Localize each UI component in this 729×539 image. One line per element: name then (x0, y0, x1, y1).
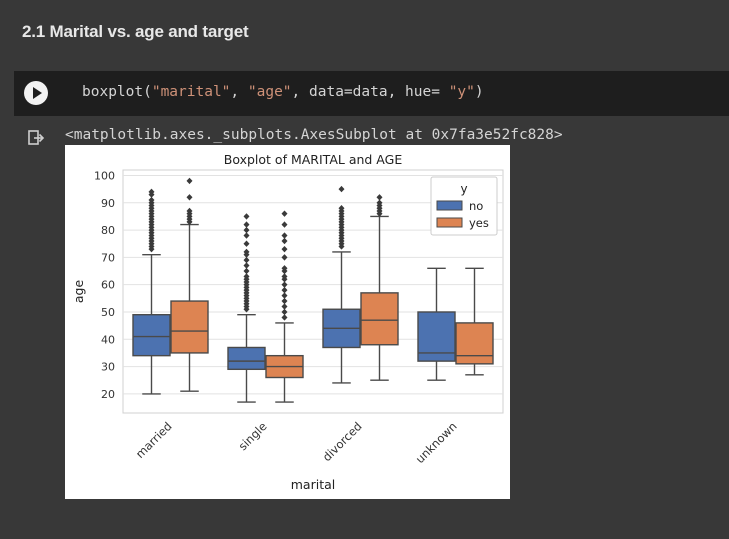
outlier-point (281, 281, 288, 288)
y-axis-label: age (71, 280, 86, 304)
outlier-point (281, 273, 288, 280)
box-no-unknown (417, 311, 456, 362)
outlier-point (281, 210, 288, 217)
y-tick-label: 50 (101, 306, 115, 319)
outlier-point (281, 221, 288, 228)
outlier-point (243, 273, 250, 280)
outlier-point (243, 226, 250, 234)
x-axis-label: marital (291, 477, 335, 492)
outlier-point (243, 232, 250, 239)
box-yes-unknown (455, 322, 494, 365)
code-line[interactable]: boxplot("marital", "age", data=data, hue… (82, 84, 484, 100)
code-cell[interactable]: boxplot("marital", "age", data=data, hue… (14, 71, 729, 116)
outlier-point (186, 177, 193, 185)
code-arg-age: "age" (247, 84, 292, 100)
legend-label-yes: yes (469, 216, 489, 230)
outlier-point (243, 248, 250, 256)
x-tick-label-married: married (133, 419, 175, 461)
run-cell-button[interactable] (24, 81, 48, 105)
legend-swatch-no (436, 200, 463, 211)
y-tick-label: 70 (101, 251, 115, 264)
x-tick-label-divorced: divorced (320, 419, 365, 464)
outlier-point (281, 245, 288, 253)
x-tick-label-single: single (236, 419, 270, 453)
code-arg-hue: "y" (448, 84, 475, 100)
code-prefix: boxplot( (82, 84, 152, 100)
y-tick-label: 60 (101, 279, 115, 292)
y-tick-label: 20 (101, 388, 115, 401)
y-tick-label: 80 (101, 224, 115, 237)
output-text: <matplotlib.axes._subplots.AxesSubplot a… (65, 127, 563, 143)
outlier-point (148, 188, 155, 196)
legend-label-no: no (469, 199, 483, 213)
outlier-point (281, 232, 288, 239)
outlier-point (338, 205, 345, 212)
outlier-point (338, 185, 345, 193)
x-tick-label-unknown: unknown (413, 419, 460, 466)
code-sep: , (230, 84, 248, 100)
y-tick-label: 30 (101, 361, 115, 374)
outlier-point (281, 254, 288, 261)
outlier-point (243, 267, 250, 275)
play-icon (33, 87, 42, 99)
outlier-point (281, 265, 288, 272)
boxplot-chart: 20 30 40 50 60 70 80 90 100 Boxplot of MARITAL an… (71, 152, 504, 492)
outlier-point (186, 194, 193, 201)
outlier-point (281, 292, 288, 299)
code-arg-marital: "marital" (151, 84, 231, 100)
output-arrow-icon[interactable] (27, 129, 45, 147)
chart-title: Boxplot of MARITAL and AGE (224, 152, 403, 167)
outlier-point (243, 221, 250, 228)
outlier-point (186, 207, 193, 215)
outlier-point (281, 286, 288, 294)
outlier-point (148, 196, 155, 204)
outlier-point (376, 199, 383, 206)
y-tick-label: 90 (101, 197, 115, 210)
outlier-point (281, 237, 288, 245)
box-yes-married (170, 300, 209, 354)
legend-title: y (460, 182, 467, 196)
box-no-single (227, 346, 266, 371)
code-middle: , data=data, hue= (291, 84, 449, 100)
box-no-married (132, 314, 171, 357)
boxplot-figure: 20 30 40 50 60 70 80 90 100 Boxplot of MARITAL an… (65, 145, 510, 499)
outlier-point (243, 213, 250, 220)
outlier-point (281, 308, 288, 316)
legend-swatch-yes (436, 217, 463, 228)
outlier-point (243, 256, 250, 264)
y-tick-label: 40 (101, 333, 115, 346)
section-heading: 2.1 Marital vs. age and target (22, 22, 249, 41)
box-yes-divorced (360, 292, 399, 346)
code-suffix: ) (474, 84, 484, 100)
outlier-point (376, 194, 383, 201)
outlier-point (243, 240, 250, 247)
outlier-point (281, 303, 288, 310)
y-tick-label: 100 (94, 169, 115, 182)
